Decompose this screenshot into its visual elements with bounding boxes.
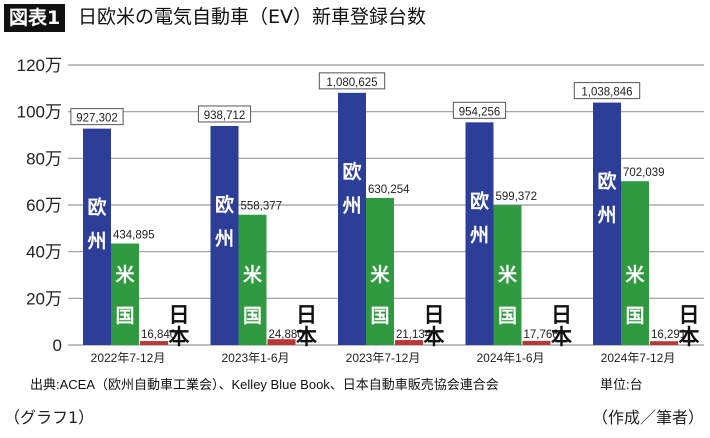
- graph-number: （グラフ1）: [4, 408, 95, 427]
- data-label-us: 702,039: [623, 167, 665, 179]
- label-box: [573, 82, 641, 100]
- bar-label-us: 国: [370, 305, 389, 327]
- bar-label-europe: 欧: [470, 189, 489, 212]
- bar-label-japan: 本: [551, 326, 572, 349]
- data-label-japan: 17,766: [524, 329, 559, 341]
- bar-japan: [522, 340, 551, 345]
- x-tick-label: 2024年1-6月: [476, 351, 544, 365]
- bar-japan: [267, 339, 296, 345]
- bar-label-us: 国: [498, 305, 517, 327]
- data-label-japan: 24,880: [269, 329, 304, 341]
- data-label-us: 599,372: [496, 191, 538, 203]
- data-label-japan: 16,291: [651, 329, 686, 341]
- data-label-us: 434,895: [113, 230, 155, 242]
- bar-label-europe: 州: [87, 231, 106, 253]
- bar-label-us: 米: [370, 263, 390, 286]
- bar-europe: [338, 92, 366, 346]
- bar-label-us: 国: [115, 305, 134, 327]
- y-tick-label: 40万: [26, 243, 62, 262]
- bar-us: [366, 197, 394, 345]
- data-label-us: 630,254: [368, 184, 410, 196]
- x-tick-label: 2023年1-6月: [221, 351, 289, 365]
- bar-japan: [395, 340, 423, 345]
- author-note: （作成／筆者）: [591, 408, 704, 427]
- bar-label-europe: 州: [597, 205, 616, 227]
- bar-japan: [140, 341, 168, 345]
- bar-europe: [593, 102, 621, 345]
- bar-label-europe: 州: [342, 195, 361, 217]
- bar-us: [621, 181, 649, 345]
- bar-label-japan: 日: [296, 304, 317, 327]
- x-tick-label: 2024年7-12月: [601, 351, 676, 365]
- bar-label-us: 米: [498, 263, 518, 286]
- bar-us: [493, 205, 522, 345]
- bar-label-europe: 欧: [87, 196, 106, 219]
- bar-label-japan: 日: [169, 304, 190, 327]
- data-label-europe: 1,038,846: [581, 87, 632, 99]
- bar-europe: [465, 122, 494, 345]
- y-tick-label: 0: [53, 336, 62, 355]
- bar-label-us: 国: [243, 305, 262, 327]
- x-tick-label: 2023年7-12月: [346, 351, 421, 365]
- unit-note: 単位:台: [600, 377, 643, 392]
- y-tick-label: 120万: [17, 56, 62, 75]
- bar-label-japan: 本: [424, 326, 445, 349]
- bar-label-japan: 日: [679, 304, 700, 327]
- bar-label-us: 米: [625, 263, 645, 286]
- label-box: [452, 101, 507, 119]
- bar-label-us: 米: [115, 263, 135, 286]
- bar-europe: [83, 128, 111, 345]
- bar-label-europe: 欧: [215, 193, 234, 216]
- bar-japan: [650, 341, 678, 345]
- bar-label-us: 米: [243, 263, 263, 286]
- data-label-japan: 16,840: [141, 329, 176, 341]
- bar-label-europe: 州: [470, 224, 489, 246]
- bar-label-japan: 日: [551, 304, 572, 327]
- bar-europe: [210, 125, 239, 346]
- bar-us: [111, 243, 139, 345]
- y-tick-label: 20万: [26, 289, 62, 308]
- data-label-us: 558,377: [241, 201, 283, 213]
- data-label-europe: 1,080,625: [326, 77, 377, 89]
- chart-title: 日欧米の電気自動車（EV）新車登録台数: [78, 6, 427, 28]
- bar-label-japan: 本: [296, 326, 317, 349]
- y-tick-label: 80万: [26, 149, 62, 168]
- bar-label-japan: 本: [679, 326, 700, 349]
- bar-label-us: 国: [625, 305, 644, 327]
- bar-label-japan: 日: [424, 304, 445, 327]
- y-tick-label: 60万: [26, 196, 62, 215]
- data-label-japan: 21,134: [396, 329, 432, 341]
- label-box: [318, 72, 386, 90]
- source-note: 出典:ACEA（欧州自動車工業会）、Kelley Blue Book、日本自動車…: [30, 377, 499, 392]
- y-tick-label: 100万: [17, 103, 62, 122]
- figure-badge: 図表1: [4, 4, 66, 32]
- data-label-europe: 938,712: [204, 110, 246, 122]
- label-box: [197, 105, 252, 123]
- bar-label-europe: 欧: [597, 170, 616, 193]
- data-label-europe: 927,302: [76, 113, 118, 125]
- x-tick-label: 2022年7-12月: [91, 351, 166, 365]
- bar-label-japan: 本: [169, 326, 190, 349]
- bar-us: [238, 214, 267, 345]
- bar-label-europe: 州: [215, 228, 234, 250]
- data-label-europe: 954,256: [459, 106, 501, 118]
- bar-label-europe: 欧: [342, 160, 361, 183]
- label-box: [70, 108, 124, 126]
